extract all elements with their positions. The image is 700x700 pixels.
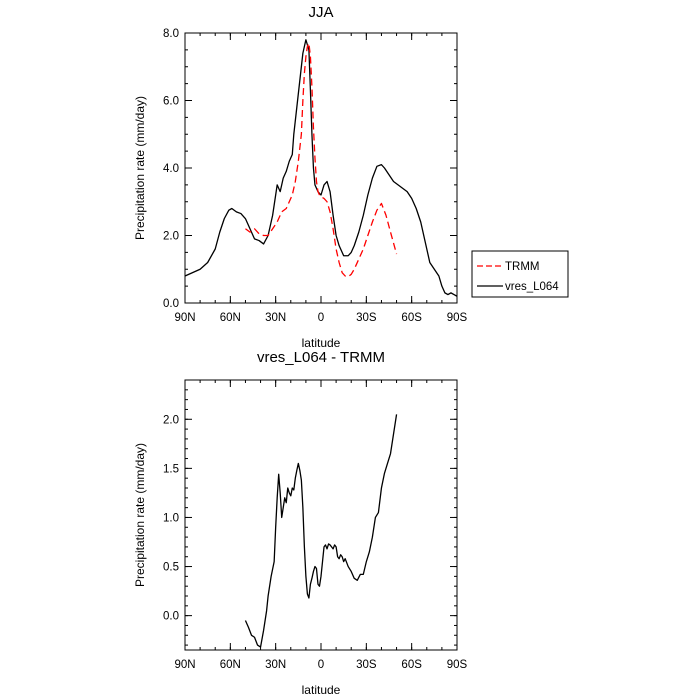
bottom-y-tick-label: 1.5 [163, 463, 179, 475]
bottom-series-vres-l064-trmm [244, 414, 398, 648]
top-x-tick-label: 90N [174, 312, 195, 324]
top-y-tick-label: 4.0 [163, 163, 179, 175]
top-y-tick-label: 0.0 [163, 298, 179, 310]
bottom-x-tick-label: 90S [447, 659, 468, 671]
top-x-tick-label: 30S [356, 312, 377, 324]
top-y-tick-label: 2.0 [163, 231, 179, 243]
bottom-x-tick-label: 60S [401, 659, 422, 671]
top-panel: JJA latitude Precipitation rate (mm/day)… [133, 4, 569, 350]
top-plot-frame [184, 32, 458, 304]
top-chart-title: JJA [308, 4, 333, 21]
bottom-panel: vres_L064 - TRMM latitude Precipitation … [133, 349, 468, 697]
top-axis-ticks: 90N 60N 30N 0 30S 60S 90S 0.0 2.0 4.0 6.0 8.0 [163, 28, 468, 324]
top-x-axis-label: latitude [302, 336, 341, 350]
top-x-tick-label: 60N [220, 312, 241, 324]
legend-label-trmm: TRMM [505, 261, 540, 273]
bottom-plot-frame [184, 379, 458, 651]
bottom-y-tick-label: 1.0 [163, 512, 179, 524]
top-y-tick-label: 8.0 [163, 28, 179, 40]
bottom-y-axis-label: Precipitation rate (mm/day) [133, 443, 147, 587]
bottom-x-axis-label: latitude [302, 683, 341, 697]
legend-box [471, 250, 569, 298]
bottom-series-group [244, 414, 398, 648]
legend: TRMM vres_L064 [471, 250, 569, 298]
top-x-tick-label: 90S [447, 312, 468, 324]
top-x-tick-label: 60S [401, 312, 422, 324]
legend-label-vres: vres_L064 [505, 281, 559, 293]
bottom-x-tick-label: 0 [318, 659, 324, 671]
bottom-y-tick-label: 0.5 [163, 562, 179, 574]
bottom-y-tick-label: 0.0 [163, 611, 179, 623]
top-series-trmm [245, 42, 398, 278]
top-x-tick-label: 0 [318, 312, 324, 324]
bottom-axis-ticks: 90N 60N 30N 0 30S 60S 90S 0.0 0.5 1.0 1.5 2.0 [163, 379, 468, 671]
bottom-x-tick-label: 30S [356, 659, 377, 671]
top-x-tick-label: 30N [265, 312, 286, 324]
bottom-x-tick-label: 90N [174, 659, 195, 671]
bottom-x-tick-label: 30N [265, 659, 286, 671]
top-series-vres-l064 [184, 39, 458, 297]
bottom-x-tick-label: 60N [220, 659, 241, 671]
bottom-chart-title: vres_L064 - TRMM [257, 349, 385, 366]
top-y-axis-label: Precipitation rate (mm/day) [133, 96, 147, 240]
top-y-tick-label: 6.0 [163, 96, 179, 108]
top-series-group [184, 39, 458, 297]
bottom-y-tick-label: 2.0 [163, 414, 179, 426]
